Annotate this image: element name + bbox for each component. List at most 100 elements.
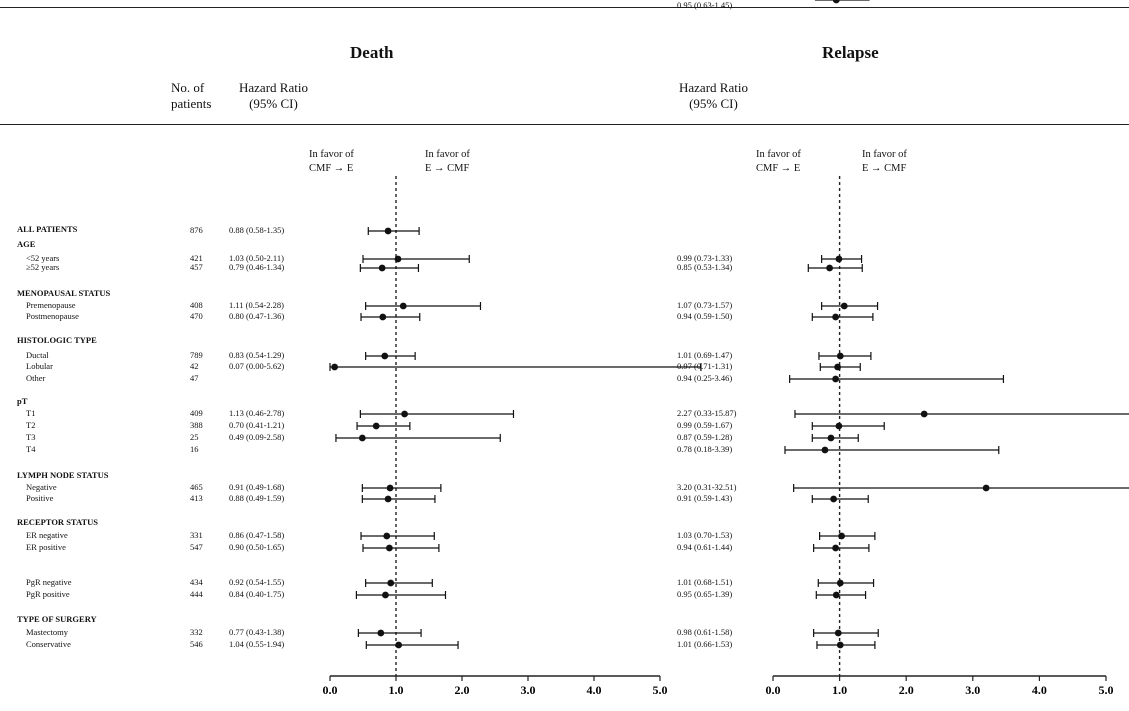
death-hr-text-postmenopause: 0.80 (0.47-1.36)	[229, 311, 285, 321]
hr-point-1-12	[830, 495, 838, 503]
x-tick-label-0-2: 2.0	[455, 683, 470, 697]
relapse-hr-text-t4: 3.20 (0.31-32.51)	[677, 482, 737, 492]
hr-point-0-8	[381, 352, 389, 360]
death-hr-column-header: Hazard Ratio (95% CI)	[239, 80, 308, 112]
relapse-hr-text-all-patients: 0.99 (0.73-1.33)	[677, 253, 733, 263]
relapse-favor-right-line2: E → CMF	[862, 163, 907, 174]
x-tick-label-1-1: 1.0	[832, 683, 847, 697]
death-hr-text-t3: 0.49 (0.09-2.58)	[229, 432, 285, 442]
hr-point-1-14	[832, 544, 840, 552]
x-tick-label-1-3: 3.0	[965, 683, 980, 697]
relapse-hr-text-ductal: 0.97 (0.71-1.31)	[677, 361, 733, 371]
hr-point-1-13	[838, 532, 845, 540]
death-hr-text-mastectomy: 0.77 (0.43-1.38)	[229, 627, 285, 637]
row-label-other: Other	[26, 373, 46, 383]
death-hr-text-er-positive: 0.90 (0.50-1.65)	[229, 542, 285, 552]
row-label-pt: pT	[17, 396, 28, 406]
hr-point-0-20	[383, 532, 391, 540]
hr-point-1-15	[836, 579, 844, 587]
relapse-favor-left-line2: CMF → E	[756, 163, 801, 174]
patients-count-other: 47	[190, 373, 199, 383]
hr-point-1-5	[834, 363, 842, 371]
hr-point-0-18	[384, 495, 392, 503]
hr-point-0-26	[395, 641, 403, 649]
row-label-52-years: <52 years	[26, 253, 60, 263]
relapse-hr-text-pgr-negative: 0.95 (0.65-1.39)	[677, 589, 733, 599]
death-hr-text-52-years: 0.79 (0.46-1.34)	[229, 262, 285, 272]
hr-point-0-12	[401, 410, 408, 418]
death-hr-text-premenopause: 1.11 (0.54-2.28)	[229, 300, 284, 310]
death-hr-text-ductal: 0.83 (0.54-1.29)	[229, 350, 285, 360]
row-label-menopausal-status: MENOPAUSAL STATUS	[17, 288, 111, 298]
patients-count-premenopause: 408	[190, 300, 203, 310]
death-favor-left: In favor of CMF → E	[309, 148, 354, 176]
row-label-er-positive: ER positive	[26, 542, 66, 552]
relapse-favor-right: In favor of E → CMF	[862, 148, 907, 176]
death-panel-title: Death	[350, 43, 394, 62]
relapse-hr-text-other: 2.27 (0.33-15.87)	[677, 408, 737, 418]
hr-point-1-4	[836, 352, 844, 360]
relapse-hr-column-header: Hazard Ratio (95% CI)	[679, 80, 748, 112]
x-tick-label-0-1: 1.0	[389, 683, 404, 697]
hr-point-0-2	[394, 255, 402, 263]
row-label-lymph-node-status: LYMPH NODE STATUS	[17, 470, 109, 480]
death-hr-text-all-patients: 0.88 (0.58-1.35)	[229, 225, 285, 235]
hr-point-0-9	[331, 363, 339, 371]
death-hr-text-conservative: 1.04 (0.55-1.94)	[229, 639, 285, 649]
relapse-favor-right-line1: In favor of	[862, 149, 907, 160]
patients-count-postmenopause: 470	[190, 311, 203, 321]
row-label-type-of-surgery: TYPE OF SURGERY	[17, 614, 97, 624]
patients-column-header: No. of patients	[171, 80, 211, 112]
hr-point-0-25	[377, 629, 385, 637]
row-label-pgr-positive: PgR positive	[26, 589, 70, 599]
death-favor-right-line2: E → CMF	[425, 163, 470, 174]
patients-count-pgr-negative: 434	[190, 577, 203, 587]
patients-count-all-patients: 876	[190, 225, 203, 235]
death-hr-header-line2: (95% CI)	[249, 96, 298, 111]
relapse-hr-text-negative: 0.91 (0.59-1.43)	[677, 493, 733, 503]
death-hr-header-line1: Hazard Ratio	[239, 80, 308, 95]
patients-count-52-years: 421	[190, 253, 203, 263]
hr-point-0-6	[379, 313, 387, 321]
row-label-t1: T1	[26, 408, 36, 418]
patients-header-line1: No. of	[171, 80, 205, 95]
hr-point-0-14	[358, 434, 366, 442]
death-hr-text-t1: 1.13 (0.46-2.78)	[229, 408, 285, 418]
patients-count-t2: 388	[190, 420, 203, 430]
relapse-hr-text-postmenopause: 1.01 (0.69-1.47)	[677, 350, 733, 360]
top-rule	[0, 7, 1129, 8]
row-label-pgr-negative: PgR negative	[26, 577, 72, 587]
relapse-hr-text-positive: 1.03 (0.70-1.53)	[677, 530, 733, 540]
patients-count-mastectomy: 332	[190, 627, 203, 637]
relapse-favor-left-line1: In favor of	[756, 149, 801, 160]
death-favor-left-line1: In favor of	[309, 149, 354, 160]
row-label-receptor-status: RECEPTOR STATUS	[17, 517, 99, 527]
row-label-premenopause: Premenopause	[26, 300, 76, 310]
relapse-favor-left: In favor of CMF → E	[756, 148, 801, 176]
patients-count-lobular: 42	[190, 361, 199, 371]
hr-point-1-2	[840, 302, 848, 310]
row-label-all-patients: ALL PATIENTS	[17, 224, 78, 234]
patients-count-t3: 25	[190, 432, 199, 442]
hr-point-1-10	[821, 446, 829, 454]
row-label-lobular: Lobular	[26, 361, 53, 371]
patients-count-52-years: 457	[190, 262, 203, 272]
death-hr-text-negative: 0.91 (0.49-1.68)	[229, 482, 285, 492]
hr-point-1-16	[832, 591, 840, 599]
patients-count-ductal: 789	[190, 350, 203, 360]
death-hr-text-52-years: 1.03 (0.50-2.11)	[229, 253, 284, 263]
relapse-hr-text-mastectomy: 1.01 (0.66-1.53)	[677, 639, 733, 649]
hr-point-1-6	[832, 375, 840, 383]
patients-count-positive: 413	[190, 493, 203, 503]
patients-count-er-positive: 547	[190, 542, 203, 552]
relapse-hr-text-52-years: 1.07 (0.73-1.57)	[677, 300, 733, 310]
death-hr-text-pgr-positive: 0.84 (0.40-1.75)	[229, 589, 285, 599]
hr-point-0-22	[387, 579, 395, 587]
relapse-hr-text-t3: 0.78 (0.18-3.39)	[677, 444, 733, 454]
row-label-52-years: ≥52 years	[26, 262, 60, 272]
patients-count-t4: 16	[190, 444, 199, 454]
relapse-hr-text-er-negative: 0.94 (0.61-1.44)	[677, 542, 733, 552]
row-label-mastectomy: Mastectomy	[26, 627, 69, 637]
